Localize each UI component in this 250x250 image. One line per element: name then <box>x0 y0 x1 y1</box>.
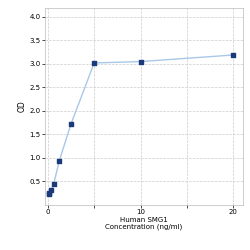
Point <box>46 192 50 196</box>
Point <box>138 60 142 64</box>
Point <box>47 191 51 195</box>
Point <box>92 61 96 65</box>
Point <box>49 188 53 192</box>
Point <box>57 158 61 162</box>
Y-axis label: OD: OD <box>18 100 27 112</box>
Point <box>231 53 235 57</box>
Point <box>52 182 56 186</box>
X-axis label: Human SMG1
Concentration (ng/ml): Human SMG1 Concentration (ng/ml) <box>105 216 182 230</box>
Point <box>69 122 73 126</box>
